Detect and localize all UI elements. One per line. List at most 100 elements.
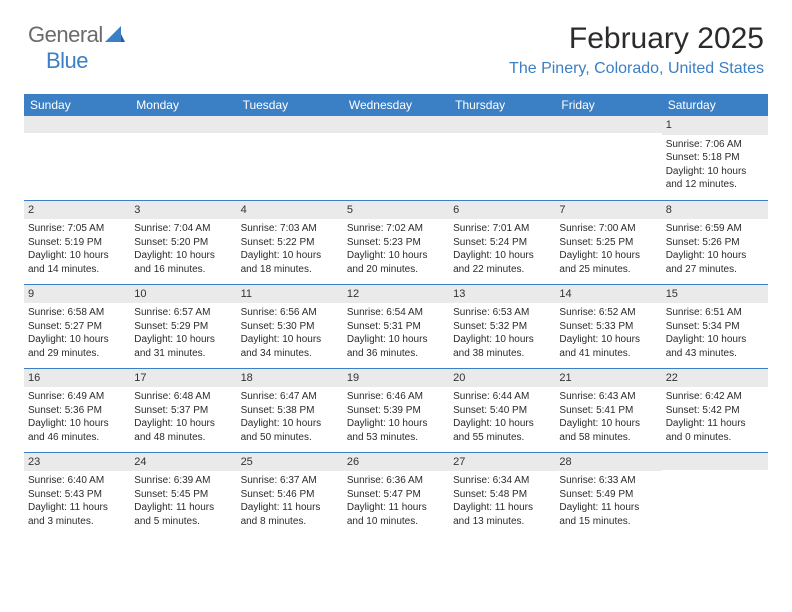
cell-detail-line: Sunrise: 7:03 AM xyxy=(241,222,339,236)
day-header: Saturday xyxy=(662,94,768,116)
cell-detail-line: Sunrise: 6:58 AM xyxy=(28,306,126,320)
day-number: 7 xyxy=(555,201,661,220)
title-block: February 2025 The Pinery, Colorado, Unit… xyxy=(509,22,764,78)
cell-detail-line: Sunrise: 7:05 AM xyxy=(28,222,126,236)
cell-detail-line: Daylight: 10 hours and 18 minutes. xyxy=(241,249,339,276)
day-number: 20 xyxy=(449,369,555,388)
calendar-table: SundayMondayTuesdayWednesdayThursdayFrid… xyxy=(24,94,768,536)
calendar-week-row: 2Sunrise: 7:05 AMSunset: 5:19 PMDaylight… xyxy=(24,200,768,284)
cell-detail-line: Sunrise: 6:46 AM xyxy=(347,390,445,404)
cell-detail-line: Daylight: 10 hours and 43 minutes. xyxy=(666,333,764,360)
cell-detail-line: Sunrise: 6:40 AM xyxy=(28,474,126,488)
cell-detail-line: Daylight: 10 hours and 41 minutes. xyxy=(559,333,657,360)
calendar-cell: 3Sunrise: 7:04 AMSunset: 5:20 PMDaylight… xyxy=(130,200,236,284)
day-number: 13 xyxy=(449,285,555,304)
day-number: 16 xyxy=(24,369,130,388)
cell-detail-line: Sunset: 5:43 PM xyxy=(28,488,126,502)
cell-detail-line: Daylight: 10 hours and 27 minutes. xyxy=(666,249,764,276)
day-number: 3 xyxy=(130,201,236,220)
header: General Blue February 2025 The Pinery, C… xyxy=(0,0,792,86)
day-header: Wednesday xyxy=(343,94,449,116)
day-number: 12 xyxy=(343,285,449,304)
cell-detail-line: Sunset: 5:34 PM xyxy=(666,320,764,334)
day-number xyxy=(237,116,343,133)
cell-detail-line: Daylight: 11 hours and 15 minutes. xyxy=(559,501,657,528)
cell-detail-line: Sunrise: 7:04 AM xyxy=(134,222,232,236)
cell-detail-line: Sunset: 5:29 PM xyxy=(134,320,232,334)
cell-detail-line: Sunrise: 6:53 AM xyxy=(453,306,551,320)
calendar-cell: 21Sunrise: 6:43 AMSunset: 5:41 PMDayligh… xyxy=(555,368,661,452)
cell-detail-line: Sunrise: 6:44 AM xyxy=(453,390,551,404)
day-header: Tuesday xyxy=(237,94,343,116)
cell-detail-line: Sunset: 5:25 PM xyxy=(559,236,657,250)
cell-detail-line: Sunrise: 6:57 AM xyxy=(134,306,232,320)
cell-detail-line: Sunrise: 6:56 AM xyxy=(241,306,339,320)
calendar-week-row: 1Sunrise: 7:06 AMSunset: 5:18 PMDaylight… xyxy=(24,116,768,200)
cell-detail-line: Sunrise: 6:59 AM xyxy=(666,222,764,236)
day-number: 9 xyxy=(24,285,130,304)
cell-detail-line: Sunset: 5:36 PM xyxy=(28,404,126,418)
cell-detail-line: Daylight: 10 hours and 12 minutes. xyxy=(666,165,764,192)
day-number: 11 xyxy=(237,285,343,304)
calendar-cell: 27Sunrise: 6:34 AMSunset: 5:48 PMDayligh… xyxy=(449,452,555,536)
cell-detail-line: Daylight: 10 hours and 50 minutes. xyxy=(241,417,339,444)
cell-detail-line: Daylight: 11 hours and 8 minutes. xyxy=(241,501,339,528)
cell-detail-line: Sunrise: 6:49 AM xyxy=(28,390,126,404)
cell-detail-line: Daylight: 11 hours and 0 minutes. xyxy=(666,417,764,444)
day-number: 10 xyxy=(130,285,236,304)
calendar-cell xyxy=(237,116,343,200)
cell-detail-line: Sunset: 5:38 PM xyxy=(241,404,339,418)
calendar-cell: 23 Sunrise: 6:40 AMSunset: 5:43 PMDayligh… xyxy=(24,452,130,536)
logo-text: General Blue xyxy=(28,22,127,74)
day-number: 6 xyxy=(449,201,555,220)
day-number xyxy=(130,116,236,133)
cell-detail-line: Daylight: 10 hours and 29 minutes. xyxy=(28,333,126,360)
cell-detail-line: Sunrise: 6:34 AM xyxy=(453,474,551,488)
cell-detail-line: Sunset: 5:26 PM xyxy=(666,236,764,250)
cell-detail-line: Sunset: 5:47 PM xyxy=(347,488,445,502)
cell-detail-line: Sunset: 5:19 PM xyxy=(28,236,126,250)
calendar-cell xyxy=(24,116,130,200)
calendar-cell: 10Sunrise: 6:57 AMSunset: 5:29 PMDayligh… xyxy=(130,284,236,368)
cell-detail-line: Daylight: 10 hours and 46 minutes. xyxy=(28,417,126,444)
day-header: Sunday xyxy=(24,94,130,116)
cell-detail-line: Sunset: 5:41 PM xyxy=(559,404,657,418)
cell-detail-line: Sunset: 5:37 PM xyxy=(134,404,232,418)
location-subtitle: The Pinery, Colorado, United States xyxy=(509,60,764,78)
cell-detail-line: Sunrise: 6:37 AM xyxy=(241,474,339,488)
cell-detail-line: Sunrise: 7:01 AM xyxy=(453,222,551,236)
cell-detail-line: Daylight: 10 hours and 55 minutes. xyxy=(453,417,551,444)
cell-detail-line: Daylight: 10 hours and 20 minutes. xyxy=(347,249,445,276)
calendar-cell xyxy=(343,116,449,200)
day-number: 23 xyxy=(24,453,130,472)
day-number xyxy=(555,116,661,133)
calendar-cell: 18Sunrise: 6:47 AMSunset: 5:38 PMDayligh… xyxy=(237,368,343,452)
month-title: February 2025 xyxy=(509,22,764,56)
day-number: 4 xyxy=(237,201,343,220)
cell-detail-line: Sunrise: 6:54 AM xyxy=(347,306,445,320)
calendar-cell: 7Sunrise: 7:00 AMSunset: 5:25 PMDaylight… xyxy=(555,200,661,284)
cell-detail-line: Daylight: 10 hours and 36 minutes. xyxy=(347,333,445,360)
cell-detail-line: Sunset: 5:30 PM xyxy=(241,320,339,334)
cell-detail-line: Sunset: 5:40 PM xyxy=(453,404,551,418)
cell-detail-line: Daylight: 11 hours and 3 minutes. xyxy=(28,501,126,528)
cell-detail-line: Sunrise: 7:00 AM xyxy=(559,222,657,236)
calendar-cell: 20 Sunrise: 6:44 AMSunset: 5:40 PMDayligh… xyxy=(449,368,555,452)
day-number: 15 xyxy=(662,285,768,304)
cell-detail-line: Sunrise: 6:39 AM xyxy=(134,474,232,488)
cell-detail-line: Sunrise: 6:36 AM xyxy=(347,474,445,488)
cell-detail-line: Daylight: 11 hours and 13 minutes. xyxy=(453,501,551,528)
cell-detail-line: Sunset: 5:31 PM xyxy=(347,320,445,334)
cell-detail-line: Sunset: 5:22 PM xyxy=(241,236,339,250)
cell-detail-line: Sunrise: 6:48 AM xyxy=(134,390,232,404)
cell-detail-line: Sunset: 5:32 PM xyxy=(453,320,551,334)
calendar-cell: 12 Sunrise: 6:54 AMSunset: 5:31 PMDayligh… xyxy=(343,284,449,368)
calendar-cell: 15Sunrise: 6:51 AMSunset: 5:34 PMDayligh… xyxy=(662,284,768,368)
logo-sail-icon xyxy=(105,29,125,46)
calendar-cell: 6Sunrise: 7:01 AMSunset: 5:24 PMDaylight… xyxy=(449,200,555,284)
calendar-week-row: 23Sunrise: 6:40 AMSunset: 5:43 PMDayligh… xyxy=(24,452,768,536)
cell-detail-line: Sunset: 5:33 PM xyxy=(559,320,657,334)
calendar-cell xyxy=(449,116,555,200)
cell-detail-line: Sunset: 5:46 PM xyxy=(241,488,339,502)
calendar-cell: 14Sunrise: 6:52 AMSunset: 5:33 PMDayligh… xyxy=(555,284,661,368)
